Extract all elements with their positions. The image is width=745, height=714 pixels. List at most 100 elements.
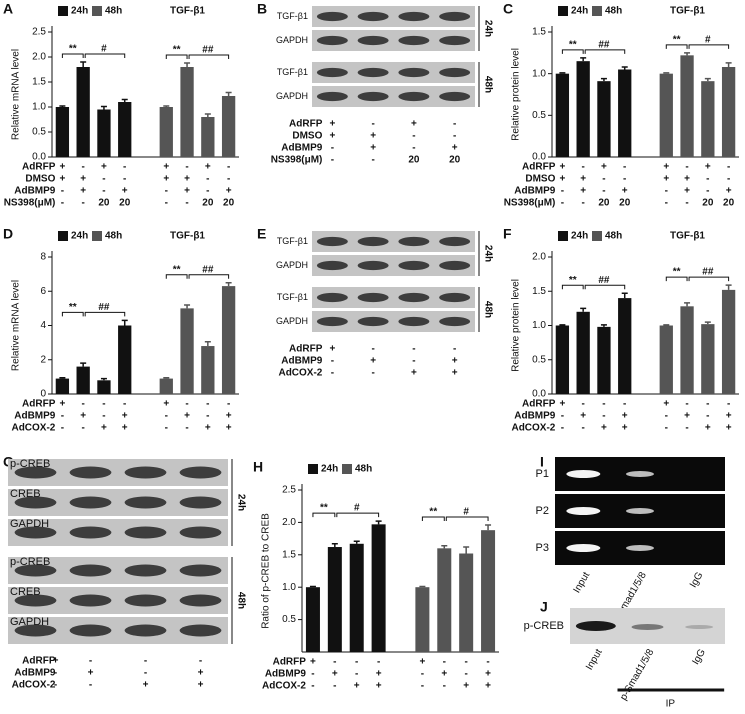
condition-sign: - bbox=[581, 399, 584, 410]
condition-sign: + bbox=[726, 411, 732, 422]
error-bar bbox=[441, 544, 448, 549]
bar bbox=[305, 587, 320, 652]
condition-sign: - bbox=[486, 657, 489, 668]
legend-label: 48h bbox=[105, 6, 122, 17]
condition-sign: + bbox=[559, 399, 565, 410]
y-tick-label: 4 bbox=[40, 320, 46, 331]
blot-band bbox=[398, 260, 430, 271]
error-bar bbox=[684, 302, 691, 307]
error-bar bbox=[559, 72, 566, 74]
condition-sign: + bbox=[122, 423, 128, 434]
blot-band bbox=[179, 496, 222, 509]
condition-sign: - bbox=[89, 680, 92, 691]
error-bar bbox=[684, 52, 691, 56]
condition-sign: + bbox=[663, 174, 669, 185]
blot-band bbox=[316, 292, 348, 303]
condition-sign: - bbox=[165, 186, 168, 197]
y-axis-label: Relative mRNA level bbox=[11, 280, 22, 371]
blot-band bbox=[69, 594, 112, 607]
blot-band bbox=[439, 67, 471, 78]
y-tick-label: 0.5 bbox=[532, 110, 546, 121]
condition-label: AdCOX-2 bbox=[11, 423, 55, 434]
condition-sign: - bbox=[311, 681, 314, 692]
sig-label: # bbox=[463, 507, 469, 518]
y-tick-label: 1.0 bbox=[532, 320, 546, 331]
condition-label: AdRFP bbox=[522, 162, 556, 173]
blot-band bbox=[316, 316, 348, 327]
chart-title: TGF-β1 bbox=[670, 231, 705, 242]
condition-sign: + bbox=[370, 131, 376, 142]
condition-label: AdCOX-2 bbox=[12, 680, 56, 691]
condition-sign: - bbox=[123, 174, 126, 185]
sig-bracket bbox=[165, 54, 188, 59]
sig-label: ** bbox=[673, 34, 681, 45]
condition-sign: - bbox=[581, 423, 584, 434]
chart-title: TGF-β1 bbox=[670, 6, 705, 17]
y-tick-label: 2.5 bbox=[32, 27, 46, 38]
condition-sign: - bbox=[581, 198, 584, 209]
row-label: P3 bbox=[536, 542, 549, 554]
bar bbox=[597, 81, 611, 157]
sig-bracket bbox=[665, 44, 688, 49]
error-bar bbox=[309, 585, 316, 588]
blot-band bbox=[357, 316, 389, 327]
condition-sign: + bbox=[452, 356, 458, 367]
condition-sign: - bbox=[206, 411, 209, 422]
blot-band bbox=[14, 564, 57, 577]
bar bbox=[555, 325, 570, 394]
sig-label: ## bbox=[702, 267, 714, 278]
band-label: TGF-β1 bbox=[277, 292, 308, 302]
band-label: GAPDH bbox=[10, 616, 49, 628]
error-bar bbox=[621, 66, 628, 70]
gel-band bbox=[626, 545, 654, 551]
time-label: 48h bbox=[482, 301, 493, 318]
bar bbox=[618, 298, 632, 394]
sig-bracket bbox=[561, 49, 584, 54]
error-bar bbox=[663, 324, 670, 326]
bar bbox=[415, 587, 430, 652]
error-bar bbox=[463, 546, 470, 554]
condition-sign: + bbox=[601, 423, 607, 434]
condition-label: AdBMP9 bbox=[14, 411, 56, 422]
condition-sign: - bbox=[561, 423, 564, 434]
condition-sign: + bbox=[163, 162, 169, 173]
condition-sign: - bbox=[412, 344, 415, 355]
condition-sign: - bbox=[371, 344, 374, 355]
gel-band bbox=[566, 507, 601, 515]
condition-label: AdBMP9 bbox=[281, 143, 323, 154]
condition-label: AdRFP bbox=[522, 399, 556, 410]
condition-sign: - bbox=[727, 174, 730, 185]
condition-label: AdBMP9 bbox=[14, 668, 56, 679]
condition-sign: - bbox=[102, 411, 105, 422]
band-label: p-CREB bbox=[10, 556, 50, 568]
error-bar bbox=[121, 319, 128, 326]
condition-sign: + bbox=[184, 186, 190, 197]
condition-sign: - bbox=[371, 155, 374, 166]
condition-sign: - bbox=[102, 399, 105, 410]
blot-band bbox=[124, 624, 167, 637]
band-label: p-CREB bbox=[10, 458, 50, 470]
condition-sign: - bbox=[727, 399, 730, 410]
condition-sign: - bbox=[685, 423, 688, 434]
condition-sign: - bbox=[185, 162, 188, 173]
blot-strip bbox=[312, 6, 475, 27]
condition-sign: + bbox=[59, 174, 65, 185]
condition-sign: - bbox=[355, 669, 358, 680]
legend-label: 48h bbox=[605, 231, 622, 242]
condition-sign: 20 bbox=[223, 198, 235, 209]
ip-label: IP bbox=[666, 699, 676, 710]
condition-sign: - bbox=[61, 423, 64, 434]
bar bbox=[659, 73, 673, 157]
error-bar bbox=[485, 524, 492, 531]
bar bbox=[459, 553, 474, 652]
gel-band bbox=[626, 471, 654, 477]
error-bar bbox=[184, 304, 191, 309]
time-label: 48h bbox=[235, 592, 246, 609]
condition-sign: 20 bbox=[408, 155, 420, 166]
y-tick-label: 2 bbox=[40, 354, 46, 365]
row-label: p-CREB bbox=[524, 620, 564, 632]
error-bar bbox=[100, 105, 107, 110]
sig-label: ** bbox=[320, 503, 328, 514]
condition-sign: - bbox=[706, 411, 709, 422]
condition-sign: - bbox=[412, 131, 415, 142]
